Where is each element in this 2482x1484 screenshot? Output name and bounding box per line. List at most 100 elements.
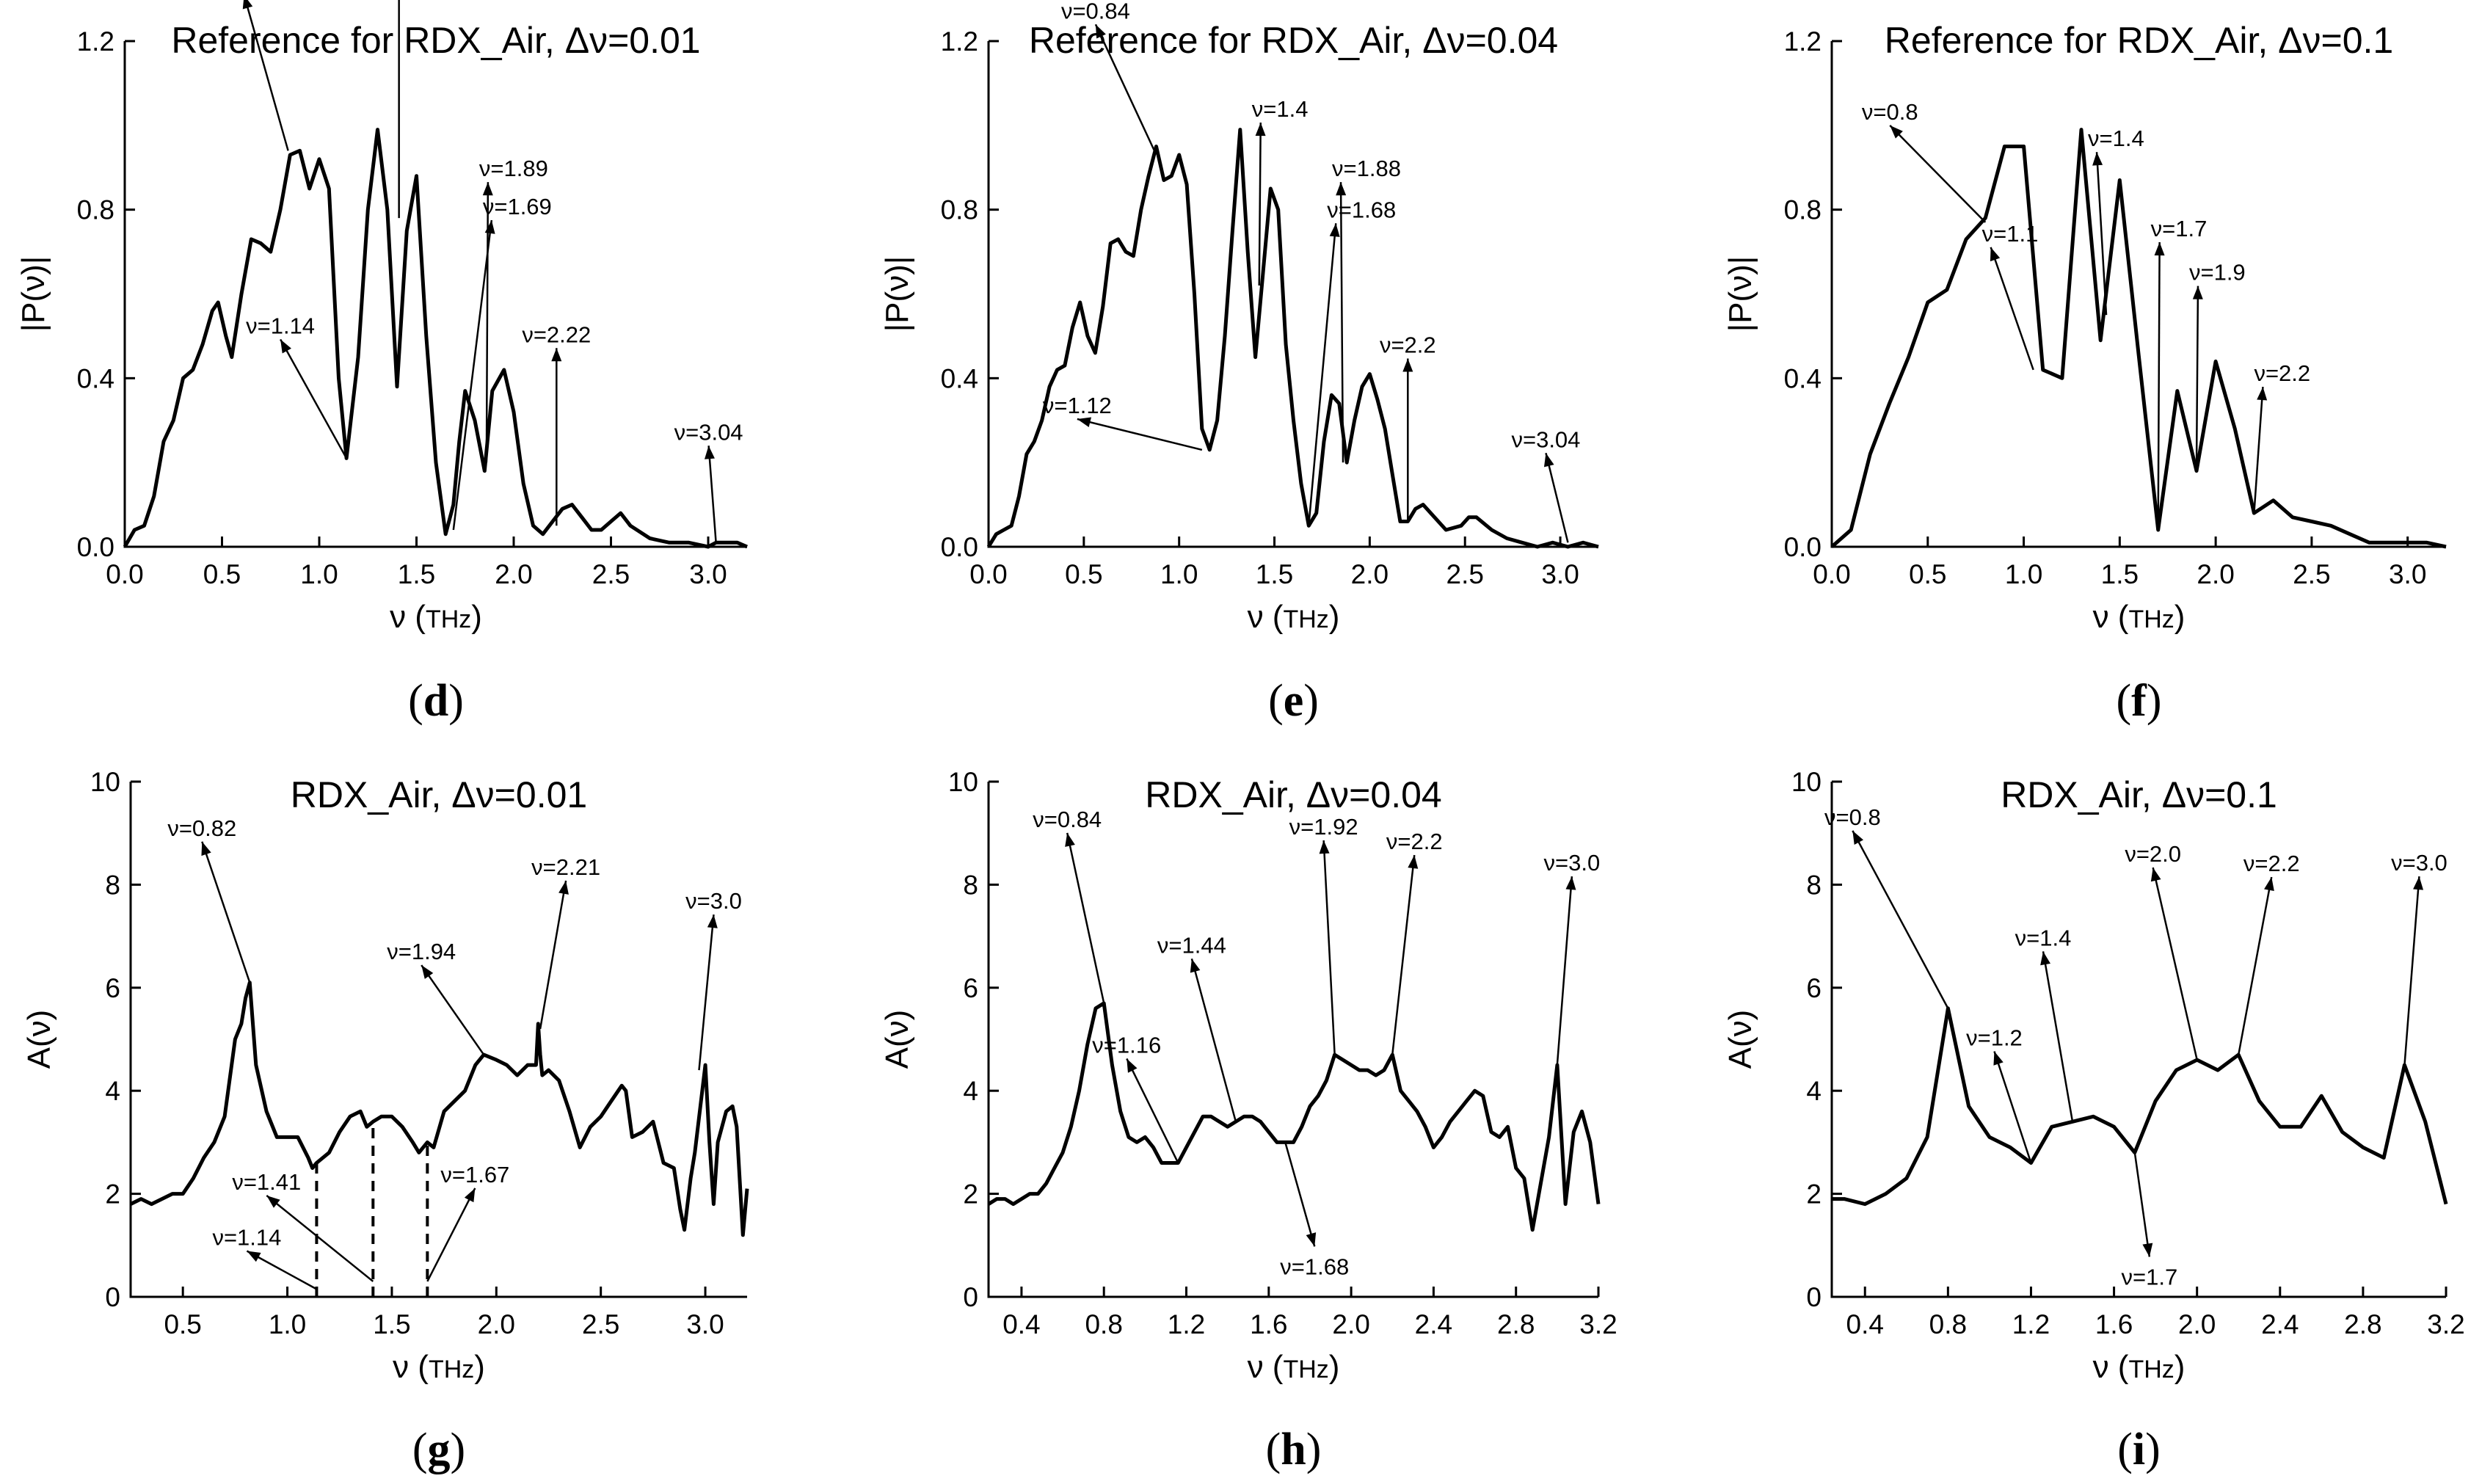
annotation-arrow	[2238, 876, 2273, 1055]
annotation-arrowhead	[1890, 125, 1903, 139]
annotation-arrowhead	[1306, 1232, 1317, 1247]
annotation-arrow	[1126, 1058, 1179, 1164]
x-axis-unit: THz	[429, 1356, 474, 1383]
y-tick-label: 2	[1806, 1179, 1822, 1210]
annotation-label: ν=1.4	[1252, 96, 1309, 122]
annotation-arrow	[1993, 1051, 2032, 1163]
annotation-arrowhead	[1408, 855, 1419, 869]
x-axis-paren-close: )	[2175, 599, 2186, 635]
annotation-label: ν=3.0	[2391, 850, 2448, 876]
y-tick-label: 8	[1806, 870, 1822, 900]
annotation-arrow	[1190, 958, 1237, 1122]
x-tick-label: 2.0	[2197, 559, 2234, 589]
x-axis-label: ν (THz)	[390, 599, 482, 635]
annotation-arrow	[2152, 867, 2198, 1061]
annotation-label: ν=1.14	[212, 1224, 281, 1250]
annotation-arrowhead	[1329, 223, 1340, 237]
annotation-label: ν=1.7	[2151, 216, 2208, 241]
y-axis-label: A(ν)	[1722, 1010, 1758, 1069]
x-tick-label: 1.0	[300, 559, 338, 589]
chart-panel-f: 0.0 0.5 1.0 1.5 2.0 2.5 3.0 0.0 0.4 0.8 1.2 Referen…	[1722, 20, 2447, 726]
annotation-arrow	[201, 841, 251, 983]
annotation-arrow	[1391, 854, 1416, 1055]
x-tick-label: 3.2	[2427, 1309, 2464, 1339]
y-tick-label: 10	[948, 767, 978, 797]
panel-letter: f	[2131, 676, 2147, 726]
annotation-label: ν=2.2	[1386, 829, 1443, 854]
annotation-arrowhead	[247, 1251, 261, 1262]
x-tick-label: 2.4	[1415, 1309, 1452, 1339]
annotation-arrowhead	[1993, 1051, 2004, 1066]
annotation-label: ν=1.2	[1966, 1025, 2023, 1050]
x-tick-label: 1.5	[1256, 559, 1293, 589]
annotation-label: ν=3.0	[685, 888, 742, 914]
y-tick-label: 1.2	[77, 26, 114, 57]
annotation-arrow	[2403, 876, 2420, 1066]
y-tick-label: 10	[90, 767, 120, 797]
x-tick-label: 2.5	[2293, 559, 2330, 589]
x-tick-label: 3.0	[689, 559, 727, 589]
annotation-arrow	[2157, 242, 2161, 531]
x-tick-label: 2.0	[2178, 1309, 2216, 1339]
x-tick-label: 0.4	[1846, 1309, 1884, 1339]
panel-paren-close: )	[1303, 676, 1319, 726]
x-tick-label: 1.6	[1250, 1309, 1287, 1339]
y-tick-label: 8	[963, 870, 978, 900]
y-tick-label: 0.0	[941, 532, 978, 562]
annotation-label: ν=1.44	[1157, 932, 1226, 958]
annotation-label: ν=2.0	[2125, 841, 2181, 867]
annotation-arrow	[1094, 23, 1156, 151]
annotation-arrow	[2095, 152, 2108, 316]
series-line-i-0	[1832, 1006, 2448, 1207]
x-tick-label: 2.0	[1351, 559, 1389, 589]
annotation-arrowhead	[1565, 876, 1576, 890]
x-tick-label: 1.6	[2095, 1309, 2133, 1339]
annotation-arrowhead	[2142, 1243, 2153, 1257]
x-tick-label: 0.0	[106, 559, 143, 589]
annotation-label: ν=1.14	[246, 313, 315, 338]
annotation-label: ν=1.67	[440, 1162, 509, 1187]
panel-paren-close: )	[448, 676, 464, 726]
annotation-arrow	[1990, 247, 2034, 371]
annotation-arrowhead	[482, 182, 493, 196]
x-axis-paren-close: )	[474, 1349, 485, 1385]
x-tick-label: 3.2	[1579, 1309, 1617, 1339]
y-tick-label: 0.4	[1784, 363, 1822, 393]
panel-letter: d	[423, 676, 448, 726]
x-tick-label: 1.2	[2012, 1309, 2050, 1339]
x-axis-symbol: ν	[393, 1349, 409, 1385]
panel-paren-open: (	[2117, 676, 2132, 726]
chart-panel-d: 0.0 0.5 1.0 1.5 2.0 2.5 3.0 0.0 0.4 0.8 1.2 Referen…	[15, 0, 748, 726]
y-tick-label: 1.2	[1784, 26, 1822, 57]
y-axis-label: |P(ν)|	[879, 256, 915, 332]
annotation-arrow	[2253, 386, 2264, 514]
annotation-arrowhead	[2192, 285, 2203, 299]
annotation-arrowhead	[1255, 123, 1266, 137]
x-axis-unit: THz	[2128, 1356, 2174, 1383]
x-tick-label: 2.5	[1446, 559, 1484, 589]
x-tick-label: 2.0	[495, 559, 532, 589]
x-axis-unit: THz	[2128, 605, 2174, 633]
x-tick-label: 0.8	[1085, 1309, 1122, 1339]
panel-paren-close: )	[1306, 1425, 1322, 1474]
x-tick-label: 0.0	[1813, 559, 1850, 589]
annotation-label: ν=1.89	[479, 156, 548, 181]
panel-paren-open: (	[2117, 1425, 2133, 1474]
annotation-label: ν=1.16	[1092, 1032, 1161, 1058]
x-tick-label: 3.0	[2389, 559, 2426, 589]
y-tick-label: 0.4	[941, 363, 978, 393]
panel-paren-open: (	[1266, 1425, 1281, 1474]
chart-panel-e: 0.0 0.5 1.0 1.5 2.0 2.5 3.0 0.0 0.4 0.8 1.2 Referen…	[879, 0, 1599, 726]
annotation-label: ν=2.2	[2254, 360, 2310, 386]
y-tick-label: 6	[105, 973, 120, 1003]
series-line-e-0	[986, 128, 1599, 549]
chart-title: Reference for RDX_Air, Δν=0.04	[1029, 20, 1558, 61]
annotation-arrow	[244, 0, 289, 151]
annotation-label: ν=2.2	[2243, 851, 2300, 876]
y-tick-label: 0.8	[941, 195, 978, 225]
annotation-label: ν=3.04	[674, 419, 743, 445]
chart-panel-i: 0.4 0.8 1.2 1.6 2.0 2.4 2.8 3.2 0 2 4 6 8 10 RDX_Air, …	[1722, 767, 2465, 1474]
axes-g	[129, 782, 747, 1298]
annotation-arrowhead	[2154, 242, 2165, 256]
chart-title: Reference for RDX_Air, Δν=0.1	[1885, 20, 2393, 61]
